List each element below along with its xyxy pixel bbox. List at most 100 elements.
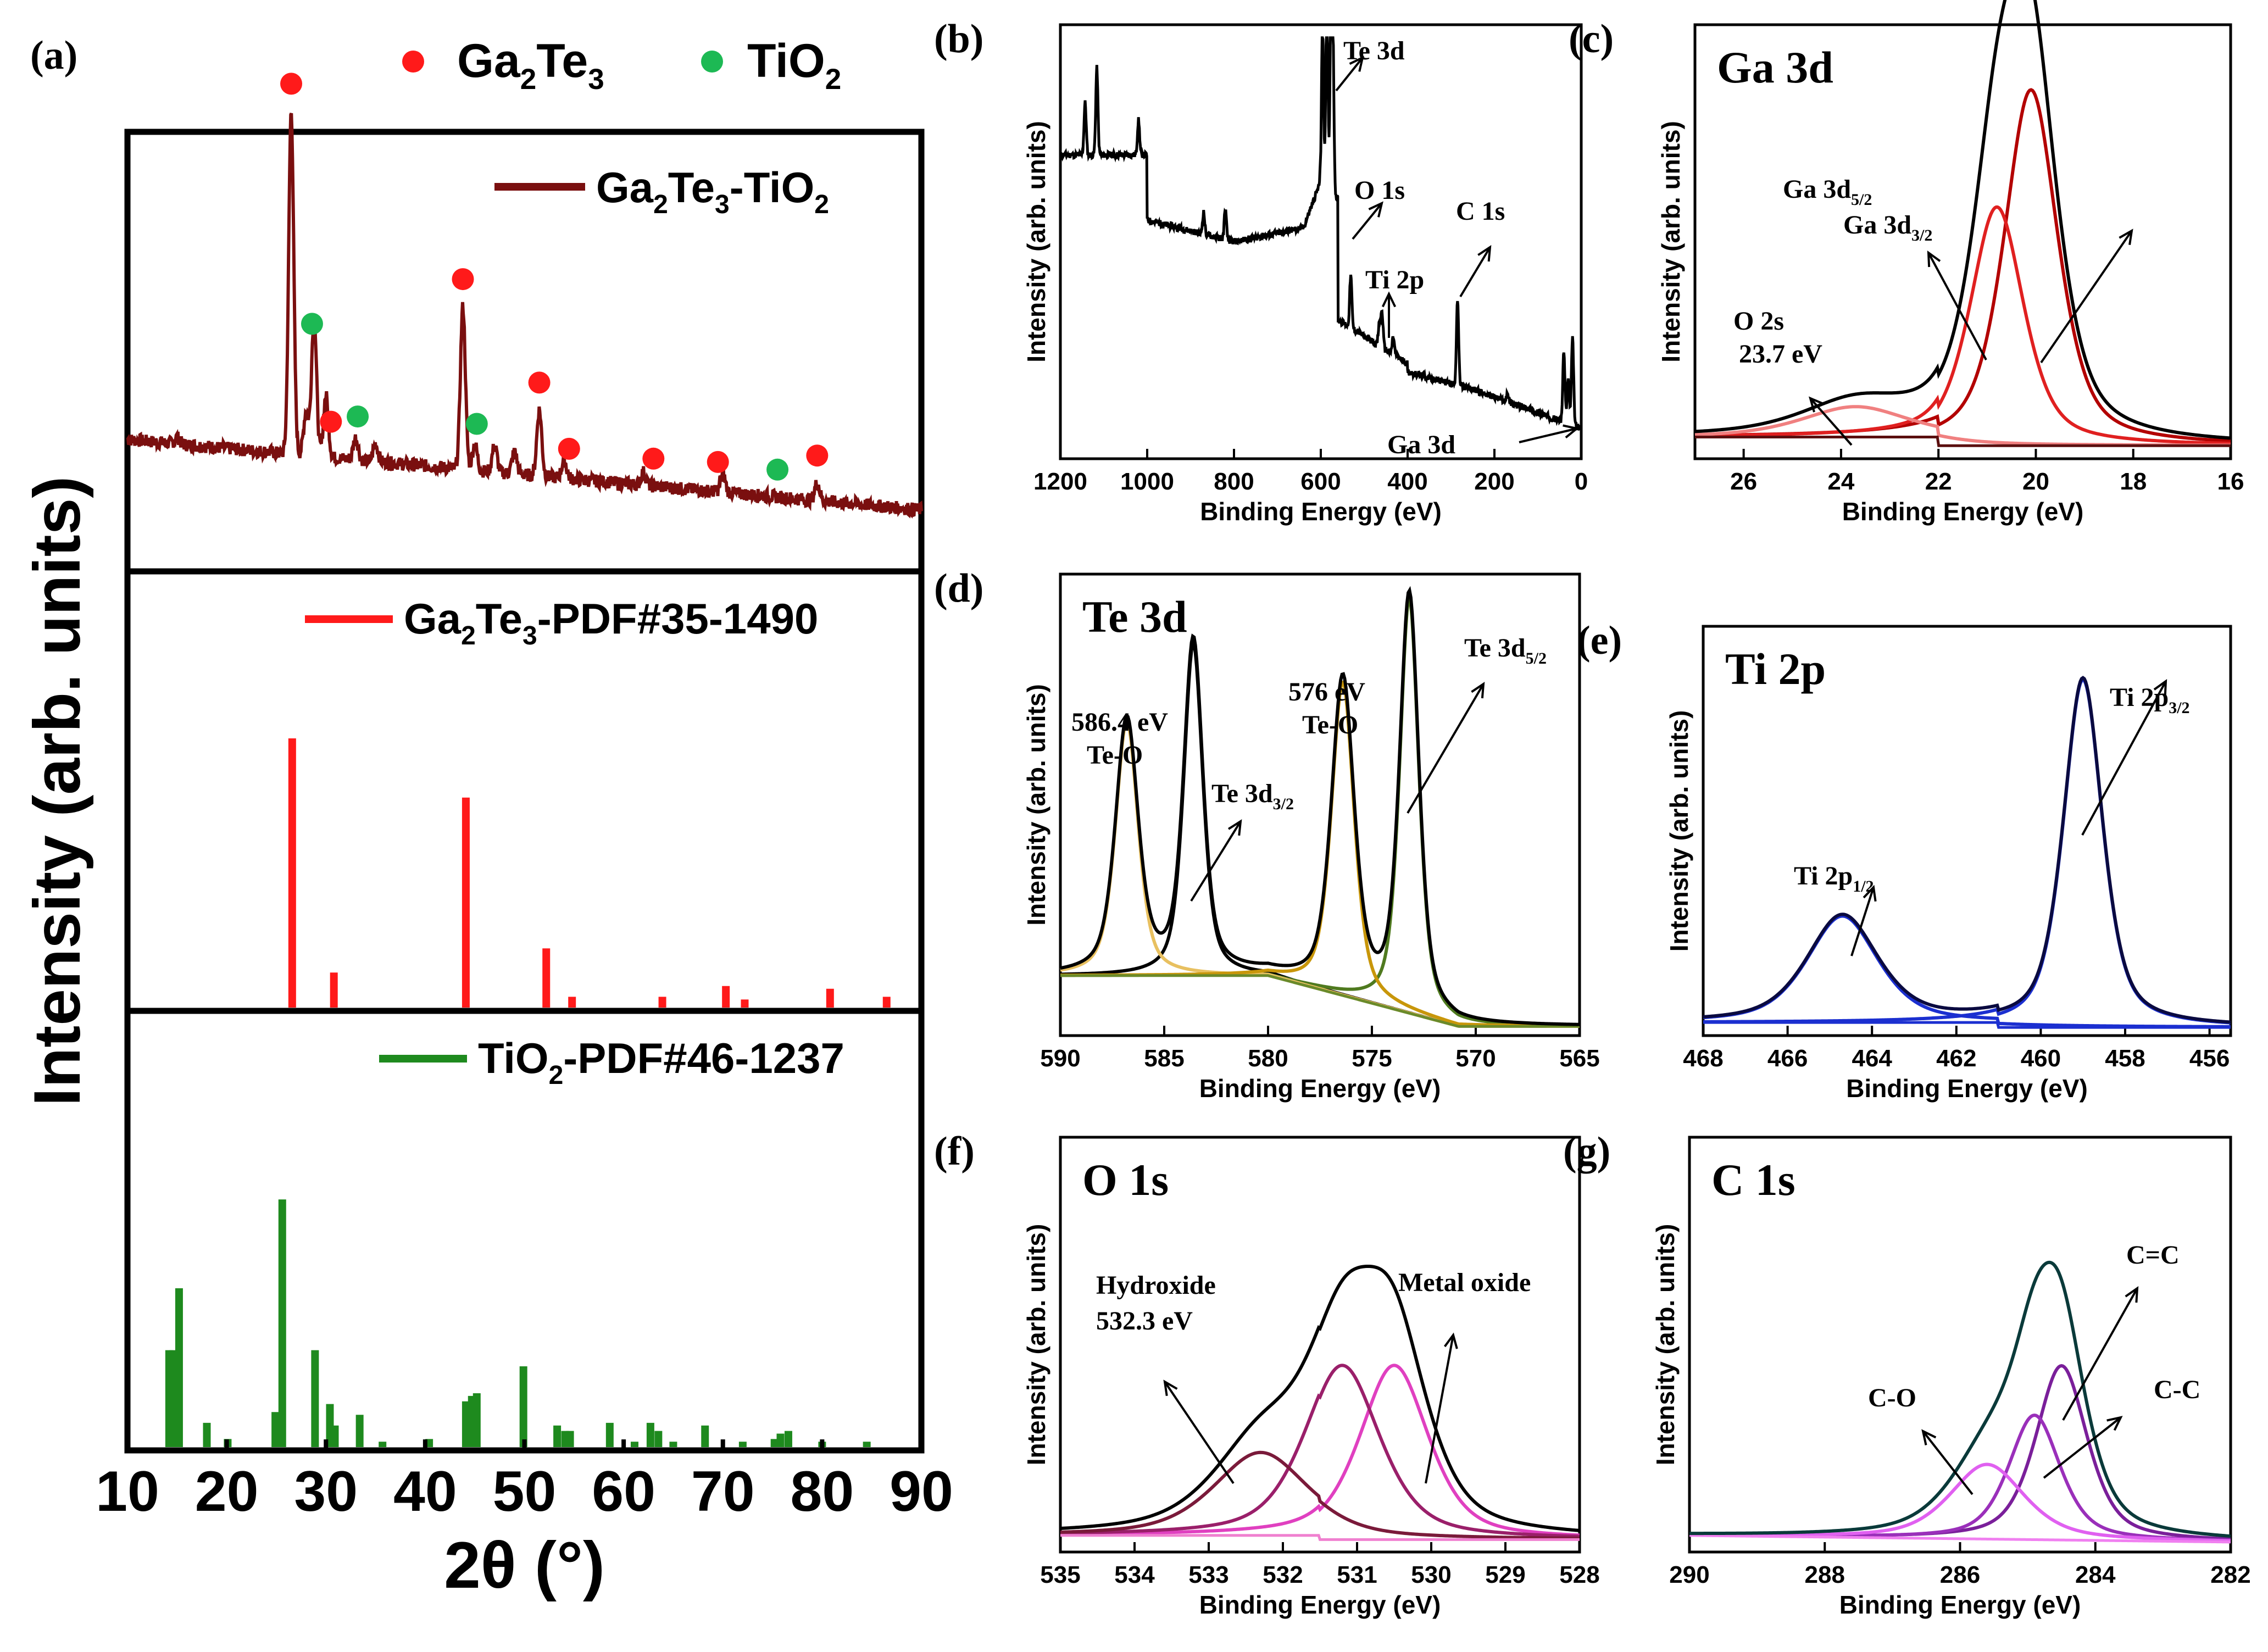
panel-c-envelope bbox=[1694, 0, 2231, 440]
label-ga3d52-sub: 5/2 bbox=[1851, 191, 1872, 209]
panel-b-ylabel: Intensity (arb. units) bbox=[1022, 121, 1050, 363]
panel-d-title: Te 3d bbox=[1082, 592, 1187, 642]
label-ti2p: Ti 2p bbox=[1365, 265, 1424, 294]
panel-f-component-2 bbox=[1060, 1450, 1580, 1540]
label-ti2p12-main: Ti 2p bbox=[1794, 861, 1853, 891]
arrow-te3d52 bbox=[1407, 683, 1485, 814]
legend-ref-part: 3 bbox=[522, 621, 537, 650]
panel-g-component-0 bbox=[1689, 1364, 2231, 1541]
label-teo-586-line2: Te-O bbox=[1087, 741, 1143, 770]
panel-g-xlabel: Binding Energy (eV) bbox=[1839, 1590, 2081, 1619]
panel-c-xtick-label: 16 bbox=[2217, 468, 2244, 495]
label-te3d32: Te 3d3/2 bbox=[1211, 779, 1294, 813]
arrow-te3d32 bbox=[1190, 820, 1242, 902]
label-teo-576-line2: Te-O bbox=[1302, 710, 1358, 739]
panel-c-xtick-label: 20 bbox=[2022, 468, 2049, 495]
marker-tio2 bbox=[465, 413, 488, 435]
label-ga3d52-main: Ga 3d bbox=[1783, 175, 1851, 204]
label-te3d32-main: Te 3d bbox=[1211, 779, 1273, 808]
panel-e-xtick-label: 468 bbox=[1683, 1045, 1723, 1072]
panel-d-background bbox=[1060, 974, 1580, 1028]
panel-c-xtick-label: 24 bbox=[1827, 468, 1854, 495]
xrd-ylabel: Intensity (arb. units) bbox=[20, 476, 94, 1106]
legend-tio2-label: TiO2 bbox=[747, 35, 841, 96]
arrow-ti2p12 bbox=[1850, 887, 1875, 956]
xrd-xtick-label: 30 bbox=[294, 1460, 358, 1523]
panel-e-xtick-label: 462 bbox=[1936, 1045, 1976, 1072]
label-teo-576: 576 eV bbox=[1288, 677, 1365, 707]
label-ti2p12: Ti 2p1/2 bbox=[1794, 861, 1874, 895]
legend-ref-part: 2 bbox=[461, 621, 476, 650]
panel-b-xtick-label: 600 bbox=[1300, 468, 1341, 495]
legend-ref-part: -PDF#35-1490 bbox=[537, 594, 819, 643]
legend-ga2te3-tio2-part: Te bbox=[668, 163, 715, 212]
panel-d-envelope bbox=[1060, 586, 1580, 1026]
panel-g-xtick-label: 286 bbox=[1940, 1561, 1980, 1588]
panel-d-xtick-label: 585 bbox=[1144, 1045, 1184, 1072]
label-te3d: Te 3d bbox=[1343, 36, 1405, 65]
panel-f-xtick-label: 531 bbox=[1337, 1561, 1377, 1588]
panel-e-ylabel: Intensity (arb. units) bbox=[1665, 710, 1693, 952]
panel-e-xlabel: Binding Energy (eV) bbox=[1846, 1074, 2088, 1103]
legend-tio2-label-part: 2 bbox=[825, 63, 841, 96]
label-te3d52-sub: 5/2 bbox=[1526, 649, 1547, 668]
marker-tio2 bbox=[766, 458, 789, 481]
panel-e-xtick-label: 458 bbox=[2105, 1045, 2145, 1072]
label-c1s: C 1s bbox=[1456, 197, 1505, 226]
label-ga3d32-main: Ga 3d bbox=[1843, 210, 1911, 240]
panel-c-xtick-label: 22 bbox=[1925, 468, 1952, 495]
xrd-trace-ga2te3-tio2 bbox=[126, 113, 923, 519]
marker-ga2te3 bbox=[806, 444, 829, 467]
arrow-ga3d32-head bbox=[1927, 250, 1941, 268]
arrow-te3d52-head bbox=[1471, 682, 1485, 699]
legend-ref-part: Ga bbox=[404, 594, 462, 643]
legend-ga2te3-tio2-part: Ga bbox=[596, 163, 654, 212]
arrow-o2s-head bbox=[1808, 396, 1824, 413]
panel-e-envelope bbox=[1703, 675, 2231, 1024]
panel-f-title: O 1s bbox=[1082, 1155, 1169, 1205]
legend-ga2te3-tio2-part: -TiO bbox=[730, 163, 815, 212]
arrow-hydroxide bbox=[1164, 1381, 1235, 1484]
panel-a: (a) Ga2Te3 TiO2Ga2Te3-TiO2Ga2Te3-PDF#35-14… bbox=[20, 33, 953, 1602]
panel-f-xtick-label: 530 bbox=[1411, 1561, 1451, 1588]
xrd-xtick-label: 50 bbox=[493, 1460, 557, 1523]
legend-ga2te3-label: Ga2Te3 bbox=[457, 35, 604, 96]
arrow-ti2p-head bbox=[1381, 291, 1397, 308]
panel-c-component-1 bbox=[1694, 205, 2231, 445]
xrd-xtick-label: 80 bbox=[791, 1460, 854, 1523]
label-cc-double: C=C bbox=[2126, 1241, 2180, 1270]
panel-f-component-0 bbox=[1060, 1364, 1580, 1537]
label-o2s-energy: 23.7 eV bbox=[1739, 340, 1822, 369]
label-ti2p12-sub: 1/2 bbox=[1853, 877, 1874, 895]
panel-b-xtick-label: 400 bbox=[1387, 468, 1427, 495]
marker-ga2te3 bbox=[528, 371, 551, 394]
panel-f-xtick-label: 529 bbox=[1485, 1561, 1525, 1588]
panel-e: 468 466 464 462 460 458 456 Binding Energy (eV)… bbox=[1577, 618, 2232, 1103]
panel-c-frame bbox=[1693, 23, 2232, 460]
arrow-cc-double-head bbox=[2125, 1286, 2139, 1303]
panel-d-xtick-label: 565 bbox=[1559, 1045, 1599, 1072]
panel-g-background bbox=[1689, 1534, 2231, 1544]
marker-ga2te3 bbox=[452, 268, 474, 291]
legend-ga2te3-label-part: 3 bbox=[588, 63, 604, 96]
panel-g-xtick-label: 290 bbox=[1669, 1561, 1709, 1588]
panel-label-a: (a) bbox=[30, 33, 77, 78]
label-te3d52-main: Te 3d bbox=[1464, 633, 1526, 663]
legend-ga2te3-label-part: Ga bbox=[457, 35, 521, 87]
label-metal-oxide: Metal oxide bbox=[1398, 1268, 1531, 1297]
panel-d-xtick-label: 570 bbox=[1455, 1045, 1496, 1072]
xrd-xtick-label: 10 bbox=[96, 1460, 159, 1523]
panel-c-ylabel: Intensity (arb. units) bbox=[1656, 121, 1685, 363]
panel-d-xtick-label: 590 bbox=[1040, 1045, 1080, 1072]
arrow-ti2p32 bbox=[2081, 681, 2167, 836]
panel-f-background bbox=[1060, 1534, 1580, 1541]
legend-ref: Ga2Te3-PDF#35-1490 bbox=[404, 594, 818, 650]
legend-ga2te3-label-part: Te bbox=[536, 35, 588, 87]
label-cc-single: C-C bbox=[2154, 1375, 2200, 1404]
panel-e-xtick-label: 460 bbox=[2021, 1045, 2061, 1072]
panel-d-ylabel: Intensity (arb. units) bbox=[1022, 684, 1050, 926]
legend-ga2te3-marker bbox=[402, 51, 424, 73]
label-hydroxide: Hydroxide bbox=[1096, 1271, 1216, 1300]
panel-e-xtick-label: 464 bbox=[1852, 1045, 1892, 1072]
panel-f-xlabel: Binding Energy (eV) bbox=[1199, 1590, 1441, 1619]
